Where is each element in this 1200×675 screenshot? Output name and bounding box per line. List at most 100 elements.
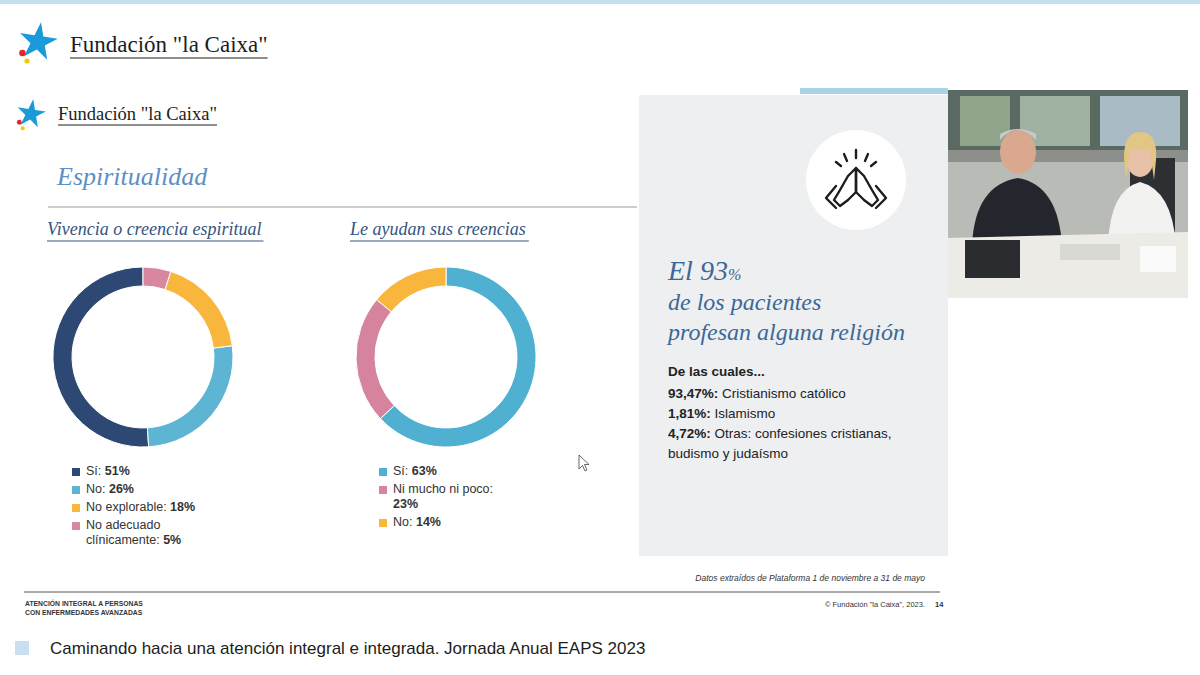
legend-label: Sí: [393, 464, 408, 478]
logo-star [19, 22, 58, 63]
list-item: 93,47%: Cristianismo católico [668, 384, 918, 404]
chart-title-underline [47, 241, 263, 242]
source-note: Datos extraídos de Plataforma 1 de novie… [695, 573, 925, 583]
footer-rule [24, 592, 940, 593]
donut-slice [165, 271, 232, 348]
list-label: Islamismo [715, 406, 776, 421]
video-person-suit [972, 178, 1062, 245]
logo-text: Fundación "la Caixa" [70, 32, 268, 57]
donut-chart: Le ayudan sus creencias [349, 219, 536, 447]
legend-value: 14% [416, 515, 441, 529]
title-rule [48, 207, 637, 208]
legend-swatch [72, 468, 80, 476]
list-lead: De las cuales... [668, 362, 918, 382]
logo-star [17, 99, 46, 130]
legend-label: No: [86, 482, 105, 496]
legend-swatch [379, 486, 387, 494]
panel-bg [639, 95, 948, 556]
legend: Sí: 63% Ni mucho ni poco: 23% No: 14% [379, 464, 515, 533]
religion-list: De las cuales...93,47%: Cristianismo cat… [668, 362, 918, 464]
caption: Caminando hacia una atención integral e … [50, 639, 645, 658]
legend-label: No adecuado clínicamente: [86, 518, 160, 547]
legend-entry: No adecuado clínicamente: 5% [72, 518, 208, 548]
legend-value: 63% [412, 464, 437, 478]
footer-left: CON ENFERMEDADES AVANZADAS [25, 609, 143, 616]
chart-title-underline [350, 241, 529, 242]
video-person-hair [1124, 132, 1156, 180]
legend-label: No: [393, 515, 412, 529]
headline-line: profesan alguna religión [666, 319, 905, 345]
video-table [948, 232, 1188, 298]
slide: Fundación "la Caixa" Espiritualidad Vivenc… [10, 88, 948, 622]
slide-logo-text: Fundación "la Caixa" [58, 104, 217, 124]
slide-title: Espiritualidad [56, 162, 208, 191]
list-value: 93,47%: [668, 386, 718, 401]
list-value: 4,72%: [668, 426, 711, 441]
logo-dot-yellow [24, 58, 29, 63]
stage: Fundación "la Caixa"Fundación "la Caixa"… [0, 0, 1200, 675]
donut-slice [147, 346, 233, 447]
praying-hands-icon [826, 150, 886, 208]
video-person-head [1000, 130, 1036, 174]
slide-logo-underline [58, 125, 217, 126]
legend-entry: Ni mucho ni poco: 23% [379, 482, 515, 512]
legend-entry: No: 14% [379, 515, 515, 530]
legend-swatch [72, 486, 80, 494]
list-item: 1,81%: Islamismo [668, 404, 918, 424]
legend-entry: No explorable: 18% [72, 500, 208, 515]
icon-circle [806, 130, 906, 230]
legend-label: Sí: [86, 464, 101, 478]
chart-title: Le ayudan sus creencias [349, 219, 526, 239]
top-bar [0, 0, 1200, 4]
legend-value: 51% [105, 464, 130, 478]
mouse-cursor [579, 455, 589, 471]
slide-bg [10, 88, 948, 622]
video-inset [948, 90, 1188, 298]
logo-star-shape [18, 99, 46, 127]
list-label: Cristianismo católico [722, 386, 846, 401]
video-papers [1060, 244, 1120, 260]
legend-label: Ni mucho ni poco: [393, 482, 493, 496]
donut-slice [377, 267, 446, 312]
donut-slice [356, 300, 394, 419]
legend-swatch [72, 504, 80, 512]
page-number: 14 [935, 600, 944, 609]
legend-value: 18% [170, 500, 195, 514]
donut-slice [53, 267, 149, 447]
copyright: © Fundación "la Caixa", 2023. [825, 600, 925, 609]
headline-value: 93 [700, 255, 728, 286]
legend: Sí: 51%No: 26%No explorable: 18%No adecu… [72, 464, 208, 551]
legend-entry: Sí: 51% [72, 464, 208, 479]
caption-square [15, 641, 29, 655]
donut-chart: Vivencia o creencia espiritual [47, 219, 263, 447]
logo-dot-red [19, 50, 25, 56]
chart-title: Vivencia o creencia espiritual [47, 219, 261, 239]
logo-underline [70, 58, 268, 59]
headline-space [693, 255, 700, 286]
headline-unit: % [728, 266, 741, 283]
logo-dot-red [17, 120, 22, 125]
video-papers [1140, 246, 1176, 272]
legend-entry: Sí: 63% [379, 464, 515, 479]
logo-star-shape [20, 22, 58, 60]
headline-prefix: El [667, 255, 693, 286]
headline: El 93% [667, 255, 741, 286]
list-item: 4,72%: Otras: confesiones cristianas, bu… [668, 424, 918, 464]
video-window-pane [960, 96, 1010, 146]
logo-dot-yellow [21, 126, 25, 130]
panel-accent [800, 88, 948, 94]
video-tablet [965, 240, 1020, 278]
legend-value: 26% [109, 482, 134, 496]
legend-value: 23% [393, 497, 418, 511]
donut-slice [143, 267, 171, 289]
legend-swatch [379, 468, 387, 476]
headline-line: de los pacientes [668, 289, 821, 315]
list-value: 1,81%: [668, 406, 711, 421]
legend-swatch [72, 522, 80, 530]
video-person-hair [1000, 129, 1036, 140]
footer-left: ATENCIÓN INTEGRAL A PERSONAS [25, 599, 143, 607]
video-bg [948, 90, 1188, 298]
legend-entry: No: 26% [72, 482, 208, 497]
legend-label: No explorable: [86, 500, 167, 514]
legend-value: 5% [163, 533, 181, 547]
